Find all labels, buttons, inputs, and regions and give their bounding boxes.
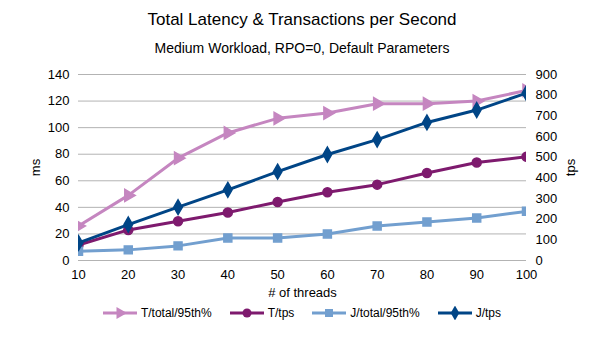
svg-text:0: 0 bbox=[62, 253, 69, 268]
svg-text:140: 140 bbox=[48, 67, 70, 82]
svg-text:90: 90 bbox=[469, 267, 483, 282]
html-text:T/tps: T/tps bbox=[267, 306, 295, 320]
svg-text:100: 100 bbox=[516, 267, 538, 282]
html-text:J/tps: J/tps bbox=[475, 306, 501, 320]
svg-text:500: 500 bbox=[536, 149, 558, 164]
svg-text:120: 120 bbox=[48, 93, 70, 108]
svg-text:900: 900 bbox=[536, 67, 558, 82]
svg-text:0: 0 bbox=[536, 253, 543, 268]
html-text:J/total/95th%: J/total/95th% bbox=[350, 306, 420, 320]
svg-text:tps: tps bbox=[563, 158, 578, 176]
svg-text:40: 40 bbox=[55, 200, 69, 215]
svg-text:80: 80 bbox=[55, 146, 69, 161]
svg-text:70: 70 bbox=[370, 267, 384, 282]
svg-text:60: 60 bbox=[320, 267, 334, 282]
svg-text:200: 200 bbox=[536, 211, 558, 226]
svg-text:# of threads: # of threads bbox=[268, 285, 337, 300]
svg-text:ms: ms bbox=[28, 158, 43, 176]
svg-text:40: 40 bbox=[221, 267, 235, 282]
svg-text:10: 10 bbox=[71, 267, 85, 282]
svg-text:50: 50 bbox=[270, 267, 284, 282]
svg-text:600: 600 bbox=[536, 129, 558, 144]
svg-text:60: 60 bbox=[55, 173, 69, 188]
svg-text:20: 20 bbox=[121, 267, 135, 282]
svg-text:400: 400 bbox=[536, 170, 558, 185]
svg-text:100: 100 bbox=[48, 120, 70, 135]
html-text:Medium Workload, RPO=0, Defaul: Medium Workload, RPO=0, Default Paramete… bbox=[154, 40, 450, 56]
svg-text:100: 100 bbox=[536, 232, 558, 247]
svg-text:700: 700 bbox=[536, 108, 558, 123]
svg-text:30: 30 bbox=[171, 267, 185, 282]
html-text:T/total/95th%: T/total/95th% bbox=[140, 306, 212, 320]
svg-text:800: 800 bbox=[536, 87, 558, 102]
html-text:Total Latency & Transactions p: Total Latency & Transactions per Second bbox=[147, 10, 457, 29]
svg-text:20: 20 bbox=[55, 226, 69, 241]
svg-text:300: 300 bbox=[536, 191, 558, 206]
svg-text:80: 80 bbox=[420, 267, 434, 282]
